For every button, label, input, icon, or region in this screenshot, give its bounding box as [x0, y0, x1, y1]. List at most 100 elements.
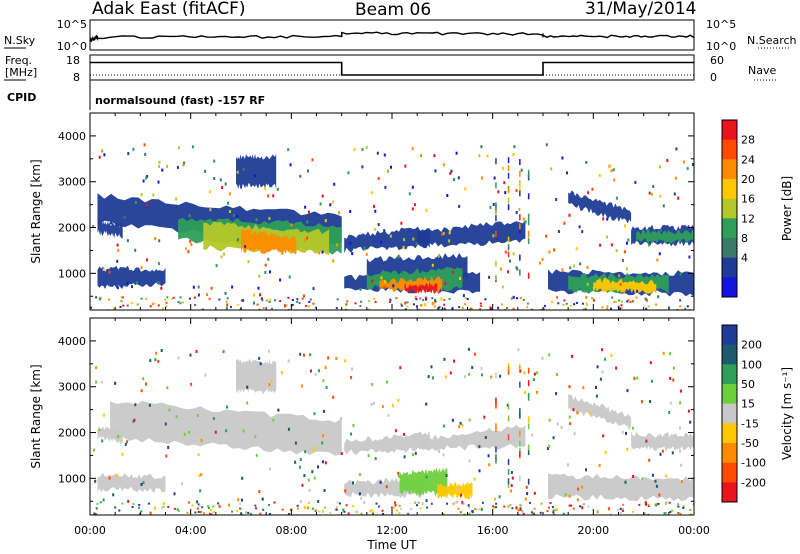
- streak-point: [527, 367, 530, 374]
- clutter-point: [519, 297, 522, 300]
- clutter-point: [99, 501, 102, 504]
- clutter-point: [296, 504, 299, 507]
- scatter-point: [317, 465, 319, 469]
- streak-point: [507, 459, 510, 466]
- clutter-point: [157, 304, 160, 307]
- scatter-point: [464, 187, 467, 191]
- streak-point: [495, 182, 497, 189]
- scatter-point: [303, 506, 306, 509]
- scatter-point: [198, 474, 201, 478]
- streak-point: [507, 366, 510, 372]
- clutter-point: [543, 304, 546, 307]
- scatter-point: [668, 411, 671, 414]
- clutter-point: [406, 305, 409, 308]
- scatter-point: [504, 250, 507, 254]
- nsky-label: N.Sky: [4, 34, 36, 47]
- clutter-point: [359, 305, 362, 307]
- scatter-point: [488, 275, 491, 279]
- scatter-point: [300, 384, 303, 388]
- scatter-point: [287, 148, 290, 152]
- scatter-point: [152, 193, 155, 197]
- clutter-point: [419, 507, 422, 510]
- clutter-point: [407, 512, 410, 515]
- clutter-point: [655, 303, 658, 306]
- scatter-point: [380, 276, 383, 280]
- scatter-point: [386, 380, 389, 384]
- streak-point: [519, 475, 521, 482]
- scatter-point: [192, 285, 195, 289]
- clutter-point: [173, 507, 176, 510]
- scatter-point: [651, 473, 654, 477]
- scatter-point: [376, 151, 379, 155]
- clutter-point: [375, 502, 378, 505]
- scatter-point: [264, 263, 267, 267]
- scatter-point: [415, 242, 418, 246]
- scatter-point: [166, 164, 169, 168]
- scatter-point: [515, 506, 518, 510]
- scatter-point: [515, 211, 518, 214]
- clutter-point: [113, 307, 115, 310]
- scatter-point: [322, 379, 325, 383]
- colorbar-tick-label: 50: [741, 378, 755, 391]
- streak-point: [495, 158, 497, 165]
- scatter-point: [555, 392, 558, 396]
- scatter-point: [483, 415, 486, 419]
- scatter-point: [503, 181, 506, 185]
- scatter-point: [244, 245, 247, 249]
- scatter-point: [294, 441, 297, 445]
- scatter-point: [457, 176, 460, 180]
- scatter-point: [457, 487, 460, 490]
- colorbar-swatch: [722, 179, 737, 200]
- scatter-point: [132, 147, 135, 151]
- clutter-point: [262, 508, 265, 511]
- clutter-point: [400, 303, 403, 306]
- scatter-point: [319, 202, 322, 206]
- scatter-point: [192, 432, 195, 436]
- scatter-point: [671, 451, 674, 455]
- scatter-point: [365, 145, 368, 149]
- scatter-point: [625, 431, 627, 435]
- echo-band: [97, 265, 166, 289]
- echo-band: [110, 400, 342, 456]
- streak-point: [507, 187, 510, 194]
- clutter-point: [373, 298, 376, 301]
- scatter-point: [149, 511, 152, 515]
- clutter-point: [629, 301, 632, 304]
- colorbar-tick-label: 12: [741, 212, 755, 225]
- scatter-point: [612, 168, 615, 172]
- clutter-point: [181, 301, 184, 304]
- scatter-point: [329, 203, 332, 207]
- scatter-point: [349, 210, 352, 213]
- clutter-point: [478, 508, 481, 511]
- scatter-point: [303, 353, 305, 357]
- scatter-point: [189, 353, 192, 357]
- scatter-point: [640, 400, 643, 404]
- scatter-point: [615, 249, 618, 253]
- scatter-point: [344, 359, 347, 363]
- clutter-point: [684, 307, 687, 310]
- scatter-point: [383, 285, 386, 289]
- clutter-point: [569, 304, 572, 307]
- scatter-point: [267, 194, 270, 198]
- clutter-point: [510, 297, 513, 300]
- clutter-point: [471, 307, 474, 310]
- clutter-point: [259, 512, 262, 515]
- clutter-point: [336, 501, 339, 504]
- power-colorbar: 28 24 20 16 12 8 4 Power [dB]: [721, 119, 794, 298]
- scatter-point: [651, 379, 654, 383]
- scatter-point: [145, 382, 148, 386]
- scatter-point: [157, 281, 160, 285]
- clutter-point: [297, 507, 299, 510]
- scatter-point: [232, 213, 235, 217]
- scatter-point: [303, 294, 305, 298]
- scatter-point: [596, 365, 599, 369]
- clutter-point: [619, 507, 622, 510]
- scatter-point: [443, 357, 446, 361]
- clutter-point: [335, 307, 338, 310]
- clutter-point: [495, 502, 498, 505]
- scatter-point: [338, 211, 341, 215]
- scatter-point: [157, 180, 160, 184]
- scatter-point: [627, 238, 630, 242]
- y-axis-label: Slant Range [km]: [29, 159, 43, 263]
- scatter-point: [225, 306, 228, 310]
